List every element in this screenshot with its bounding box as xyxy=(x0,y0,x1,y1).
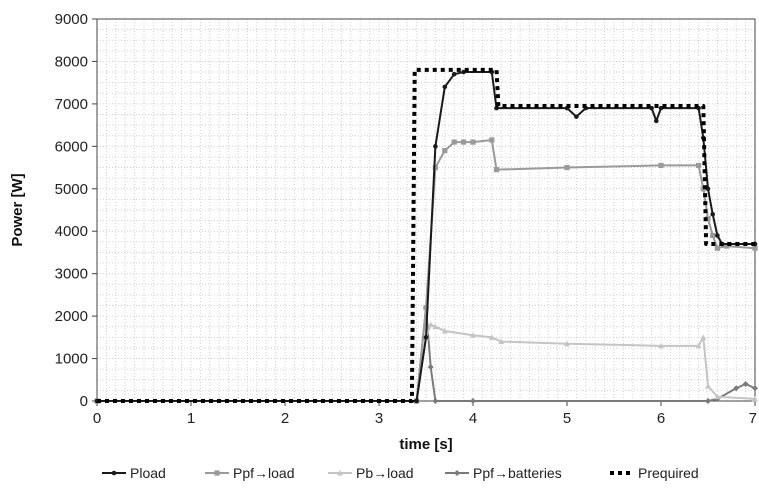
y-axis-title: Power [W] xyxy=(9,173,26,246)
data-point xyxy=(489,137,495,143)
data-point xyxy=(658,105,664,111)
data-point xyxy=(461,139,467,145)
x-axis-title: time [s] xyxy=(399,436,452,453)
plot-frame xyxy=(96,18,756,402)
legend-marker xyxy=(214,470,220,476)
data-point xyxy=(423,305,429,311)
series-line-pb-load xyxy=(97,323,756,402)
y-tick-label: 7000 xyxy=(55,96,88,113)
data-point xyxy=(714,393,721,400)
x-tick-label: 1 xyxy=(187,410,195,427)
data-point xyxy=(414,398,419,404)
legend-item-prequired: Prequired xyxy=(610,465,699,481)
x-axis: 0 1 2 3 4 5 6 7 xyxy=(93,401,757,427)
y-tick-label: 2000 xyxy=(55,308,88,325)
legend-label: Ppf→load xyxy=(233,465,294,481)
data-point xyxy=(427,321,434,328)
y-tick-label: 6000 xyxy=(55,138,88,155)
grid xyxy=(97,19,755,401)
x-tick-label: 6 xyxy=(657,410,665,427)
legend-marker xyxy=(111,470,117,476)
legend-marker xyxy=(337,470,343,476)
data-point xyxy=(470,139,476,145)
series-prequired xyxy=(97,67,755,403)
data-point xyxy=(574,114,579,119)
y-tick-label: 8000 xyxy=(55,53,88,70)
legend-marker xyxy=(454,470,460,476)
legend-item-ppf-batteries: Ppf→batteries xyxy=(445,465,562,481)
data-point xyxy=(493,167,500,173)
series-pload xyxy=(94,69,758,404)
data-point xyxy=(710,232,716,239)
legend-label: Ppf→batteries xyxy=(473,465,562,481)
legend-item-pload: Pload xyxy=(102,465,166,481)
data-point xyxy=(470,398,476,404)
data-point xyxy=(705,383,711,389)
data-point xyxy=(433,144,438,149)
legend-label: Pb→load xyxy=(356,465,414,481)
data-point xyxy=(710,211,715,217)
y-tick-label: 3000 xyxy=(55,266,88,283)
data-point xyxy=(752,385,758,392)
x-tick-label: 2 xyxy=(281,410,289,427)
data-point xyxy=(715,233,720,238)
data-point xyxy=(423,335,429,340)
data-point xyxy=(432,398,439,404)
y-tick-label: 5000 xyxy=(55,181,88,198)
data-point xyxy=(700,334,707,340)
data-point xyxy=(432,323,439,330)
data-point xyxy=(658,162,664,169)
data-point xyxy=(564,164,570,171)
y-tick-label: 4000 xyxy=(55,223,88,240)
series-layer xyxy=(94,67,758,404)
y-tick-label: 0 xyxy=(80,393,88,410)
x-tick-label: 4 xyxy=(469,410,477,427)
series-ppf-load xyxy=(94,137,758,404)
data-point xyxy=(470,332,476,338)
legend-item-pb-load: Pb→load xyxy=(328,465,414,481)
data-point xyxy=(724,243,730,249)
y-tick-label: 1000 xyxy=(55,351,88,368)
data-point xyxy=(441,327,448,334)
data-point xyxy=(427,364,434,371)
legend-item-ppf-load: Ppf→load xyxy=(205,465,294,481)
data-point xyxy=(442,147,448,154)
data-point xyxy=(752,395,758,402)
legend-label: Pload xyxy=(130,465,166,481)
data-point xyxy=(432,164,438,171)
data-point xyxy=(696,162,702,169)
data-point xyxy=(442,84,448,90)
series-line-prequired xyxy=(97,67,755,403)
data-point xyxy=(752,245,758,251)
data-point xyxy=(654,118,659,124)
series-line-pload xyxy=(97,71,755,402)
y-tick-label: 9000 xyxy=(55,11,88,28)
data-point xyxy=(705,215,711,222)
data-point xyxy=(488,334,495,340)
legend-label: Prequired xyxy=(638,465,699,481)
data-point xyxy=(451,71,457,77)
data-point xyxy=(658,342,664,349)
x-tick-label: 7 xyxy=(749,410,757,427)
data-point xyxy=(451,139,457,145)
legend: Pload Ppf→load Pb→load Ppf→batteries Prequir… xyxy=(102,465,699,481)
data-point xyxy=(742,381,749,388)
data-point xyxy=(564,340,570,347)
data-point xyxy=(498,338,505,345)
x-tick-label: 0 xyxy=(93,410,101,427)
data-point xyxy=(695,342,702,349)
x-tick-label: 5 xyxy=(563,410,571,427)
x-tick-label: 3 xyxy=(375,410,383,427)
data-point xyxy=(733,385,740,392)
data-point xyxy=(705,398,711,404)
data-point xyxy=(714,245,720,251)
y-axis: 0 1000 2000 3000 4000 5000 6000 7000 8000 9000 xyxy=(55,11,97,410)
